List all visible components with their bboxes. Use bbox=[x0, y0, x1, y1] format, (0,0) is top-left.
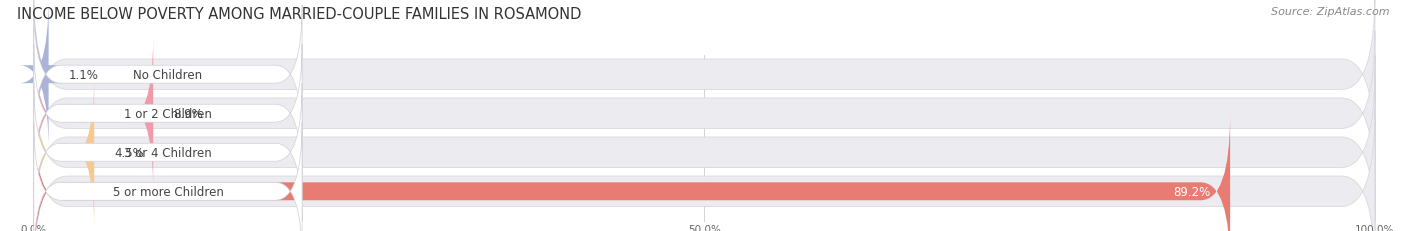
FancyBboxPatch shape bbox=[34, 37, 153, 190]
Text: 1.1%: 1.1% bbox=[69, 68, 98, 81]
Text: 4.5%: 4.5% bbox=[114, 146, 143, 159]
Text: 89.2%: 89.2% bbox=[1173, 185, 1211, 198]
Text: 8.9%: 8.9% bbox=[173, 107, 202, 120]
FancyBboxPatch shape bbox=[34, 71, 1375, 231]
FancyBboxPatch shape bbox=[34, 76, 94, 229]
Text: 1 or 2 Children: 1 or 2 Children bbox=[124, 107, 212, 120]
FancyBboxPatch shape bbox=[34, 123, 302, 231]
FancyBboxPatch shape bbox=[34, 115, 1230, 231]
Text: No Children: No Children bbox=[134, 68, 202, 81]
FancyBboxPatch shape bbox=[34, 45, 302, 182]
FancyBboxPatch shape bbox=[34, 84, 302, 221]
Text: 5 or more Children: 5 or more Children bbox=[112, 185, 224, 198]
FancyBboxPatch shape bbox=[34, 109, 1375, 231]
Text: Source: ZipAtlas.com: Source: ZipAtlas.com bbox=[1271, 7, 1389, 17]
Text: INCOME BELOW POVERTY AMONG MARRIED-COUPLE FAMILIES IN ROSAMOND: INCOME BELOW POVERTY AMONG MARRIED-COUPL… bbox=[17, 7, 581, 22]
Text: 3 or 4 Children: 3 or 4 Children bbox=[124, 146, 212, 159]
FancyBboxPatch shape bbox=[34, 6, 302, 144]
FancyBboxPatch shape bbox=[34, 0, 1375, 157]
FancyBboxPatch shape bbox=[20, 0, 63, 152]
FancyBboxPatch shape bbox=[34, 32, 1375, 196]
